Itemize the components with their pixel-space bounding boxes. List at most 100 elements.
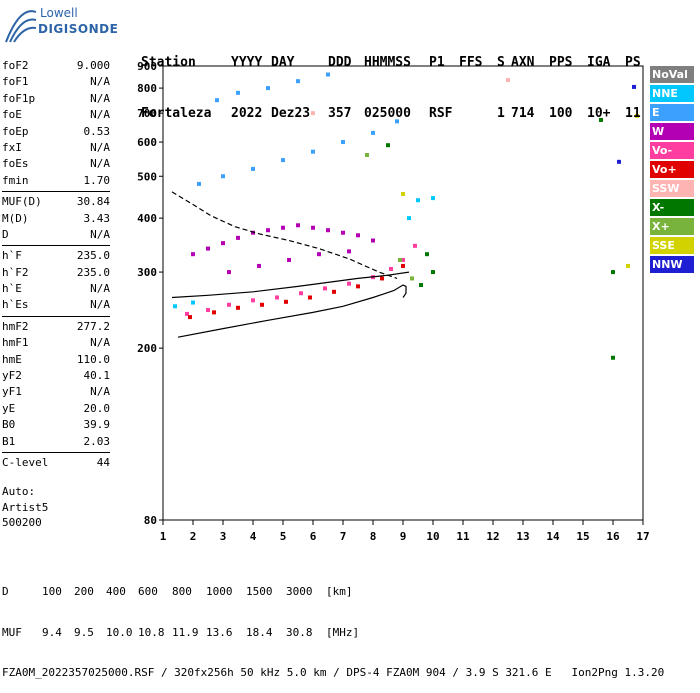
- param-name: B0: [2, 418, 16, 432]
- echo-point: [296, 223, 300, 228]
- param-row: h`F 235.0: [2, 248, 110, 264]
- param-value: 44: [96, 455, 110, 469]
- echo-point: [419, 283, 423, 288]
- param-name: h`F2: [2, 265, 29, 279]
- header-label-ps: PS: [625, 55, 641, 70]
- header-label-p1: P1: [429, 55, 445, 70]
- footer-muf-value: [MHz]: [326, 625, 360, 639]
- echo-point: [371, 130, 375, 135]
- x-tick-label: 3: [220, 530, 227, 543]
- echo-point: [617, 159, 621, 164]
- header-labels-row: Station YYYY DAY DDD HHMMSS P1 FFS S AXN…: [141, 54, 647, 71]
- footer-d-value: 100: [42, 585, 62, 598]
- header-label-day: DAY: [271, 55, 295, 70]
- echo-point: [431, 270, 435, 275]
- footer-muf-row: MUF 9.4 9.5 10.0 10.8 11.9 13.6 18.4 30.8 [MHz]: [2, 626, 664, 640]
- footer-d-value: 200: [74, 585, 94, 598]
- header-value-pps: 100: [549, 106, 573, 121]
- param-name: foF1: [2, 75, 29, 89]
- param-value: 9.000: [76, 59, 110, 72]
- x-tick-label: 7: [340, 530, 347, 543]
- echo-point: [506, 78, 510, 83]
- header-value-p1: RSF: [429, 106, 453, 121]
- param-name: foF1p: [2, 91, 36, 105]
- legend-entry: NoVal: [650, 66, 694, 83]
- echo-point: [212, 310, 216, 315]
- echo-point: [191, 252, 195, 257]
- param-row: MUF(D) 30.84: [2, 194, 110, 210]
- x-tick-label: 9: [400, 530, 407, 543]
- param-name: yE: [2, 401, 16, 415]
- echo-point: [341, 230, 345, 235]
- param-row: foEs N/A: [2, 156, 110, 172]
- echo-point: [257, 263, 261, 268]
- panel-separator: [2, 451, 110, 453]
- param-row: foE N/A: [2, 107, 110, 123]
- param-row: fxI N/A: [2, 140, 110, 156]
- echo-point: [326, 228, 330, 233]
- param-row: yF1 N/A: [2, 384, 110, 400]
- param-name: MUF(D): [2, 195, 42, 209]
- param-row: h`Es N/A: [2, 297, 110, 313]
- echo-point: [398, 257, 402, 262]
- echo-point: [332, 289, 336, 294]
- param-row: B1 2.03: [2, 434, 110, 450]
- echo-point: [221, 174, 225, 179]
- param-value: 30.84: [76, 195, 110, 209]
- header-label-ffs: FFS: [459, 55, 483, 70]
- param-name: foF2: [2, 59, 29, 72]
- footer-muf-value: 13.6: [206, 625, 233, 639]
- param-row: M(D) 3.43: [2, 211, 110, 227]
- header-label-hhmmss: HHMMSS: [364, 55, 411, 70]
- profile-curve: [171, 191, 398, 279]
- profile-curve: [171, 271, 410, 299]
- param-value: 235.0: [76, 265, 110, 279]
- param-name: h`F: [2, 249, 22, 263]
- param-value: N/A: [90, 282, 110, 296]
- echo-point: [632, 84, 636, 89]
- footer-muf-value: 9.5: [74, 625, 94, 639]
- echo-point: [251, 166, 255, 171]
- param-row: B0 39.9: [2, 417, 110, 433]
- echo-point: [599, 117, 603, 122]
- echo-point: [380, 276, 384, 281]
- echo-point: [611, 270, 615, 275]
- echo-point: [311, 111, 315, 116]
- param-name: hmF1: [2, 336, 29, 350]
- header-label-ddd: DDD: [328, 55, 352, 70]
- param-value: N/A: [90, 227, 110, 241]
- echo-point: [221, 241, 225, 246]
- echo-point: [236, 305, 240, 310]
- param-value: 110.0: [76, 352, 110, 366]
- footer-d-value: 600: [138, 585, 158, 598]
- x-tick-label: 11: [456, 530, 470, 543]
- echo-point: [215, 98, 219, 103]
- y-tick-label: 500: [137, 170, 157, 183]
- echo-point: [413, 243, 417, 248]
- echo-point: [296, 79, 300, 84]
- echo-point: [626, 263, 630, 268]
- footer-info: D 100 200 400 600 800 1000 1500 3000 [km] MUF 9.…: [2, 558, 664, 693]
- echo-point: [371, 238, 375, 243]
- param-row: fmin 1.70: [2, 173, 110, 189]
- param-name: foE: [2, 108, 22, 122]
- echo-point: [281, 158, 285, 163]
- header-values-row: Fortaleza 2022 Dez23 357 025000 RSF 1 71…: [141, 105, 647, 122]
- y-tick-label: 300: [137, 266, 157, 279]
- logo-word-lowell: Lowell: [40, 6, 78, 20]
- x-tick-label: 14: [546, 530, 560, 543]
- header-label-station: Station: [141, 55, 196, 70]
- footer-muf-label: MUF: [2, 625, 22, 639]
- panel-separator: [2, 245, 110, 247]
- y-tick-label: 800: [137, 82, 157, 95]
- echo-point: [173, 304, 177, 309]
- echo-point: [431, 196, 435, 201]
- param-name: yF1: [2, 385, 22, 399]
- legend-entry: NNE: [650, 85, 694, 102]
- param-row: yE 20.0: [2, 401, 110, 417]
- legend-entry: NNW: [650, 256, 694, 273]
- param-name: M(D): [2, 211, 29, 225]
- echo-point: [395, 119, 399, 124]
- header-value-day: Dez23: [271, 106, 311, 121]
- echo-point: [311, 225, 315, 230]
